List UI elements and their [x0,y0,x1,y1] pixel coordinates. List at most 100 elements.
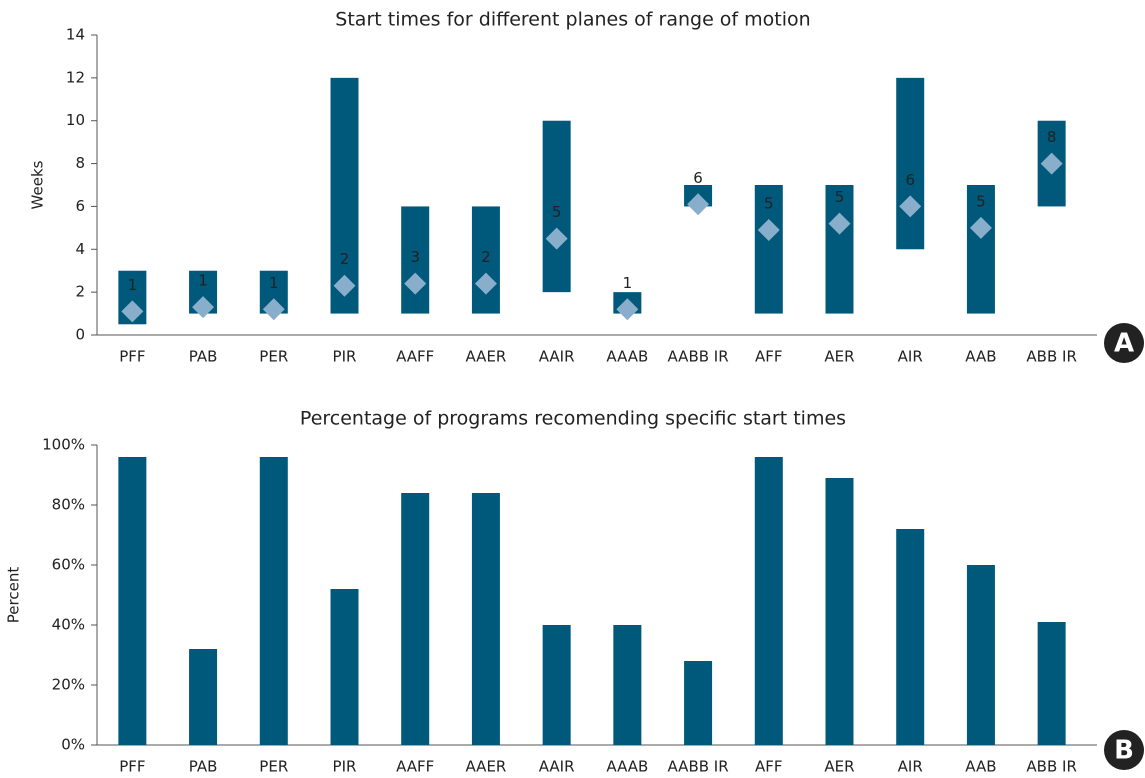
bar [259,457,288,745]
x-tick-label: AAB [965,348,996,366]
bar [118,457,147,745]
bar [613,625,642,745]
mean-marker [1040,152,1063,175]
bar [1037,622,1066,745]
mean-marker [262,298,285,321]
range-bar [542,120,571,293]
data-label: 2 [481,248,491,266]
x-tick-label: AAIR [539,348,575,366]
x-tick-label: AER [824,348,854,366]
y-tick-label: 100% [42,436,85,454]
data-label: 5 [976,192,986,210]
data-label: 2 [340,250,350,268]
data-label: 5 [552,203,562,221]
data-label: 5 [835,188,845,206]
y-tick-label: 10 [66,111,85,129]
data-label: 1 [623,274,633,292]
bar [684,661,713,745]
panel-badge [1104,730,1144,770]
range-bar [754,185,783,314]
x-tick-label: AAAB [606,348,648,366]
x-tick-label: PIR [333,348,357,366]
x-tick-label: PER [259,348,288,366]
y-axis-label: Weeks [29,160,47,209]
range-bar [471,206,500,314]
data-label: 6 [693,169,703,187]
data-label: 1 [128,276,138,294]
x-tick-label: AAFF [396,348,434,366]
x-tick-label: AAIR [539,758,575,776]
bar [542,625,571,745]
bar [189,649,218,745]
x-tick-label: PER [259,758,288,776]
x-tick-label: AIR [898,348,923,366]
x-tick-label: AAER [466,348,507,366]
chart-title: Start times for different planes of rang… [335,9,810,31]
x-tick-label: AAER [466,758,507,776]
range-bar [825,185,854,314]
x-tick-label: AER [824,758,854,776]
x-tick-label: PFF [119,348,145,366]
x-tick-label: PAB [189,758,218,776]
y-tick-label: 2 [75,283,85,301]
bar [754,457,783,745]
mean-marker [969,216,992,239]
data-label: 6 [905,171,915,189]
y-tick-label: 6 [75,197,85,215]
y-tick-label: 14 [66,26,85,44]
mean-marker [545,227,568,250]
x-tick-label: AABB IR [668,758,729,776]
range-bar [966,185,995,314]
range-bar [330,77,359,314]
mean-marker [404,272,427,295]
mean-marker [757,219,780,241]
chart-title: Percentage of programs recomending speci… [300,408,846,430]
x-tick-label: AIR [898,758,923,776]
x-tick-label: PIR [333,758,357,776]
data-label: 1 [198,272,208,290]
mean-marker [192,296,215,319]
mean-marker [687,193,710,216]
y-tick-label: 8 [75,154,85,172]
y-tick-label: 40% [52,616,85,634]
y-tick-label: 20% [52,676,85,694]
x-tick-label: PFF [119,758,145,776]
bar [896,529,925,745]
mean-marker [121,300,144,323]
panel-badge-label: A [1114,329,1134,359]
range-bar [401,206,430,314]
y-tick-label: 4 [75,240,85,258]
x-tick-label: AAFF [396,758,434,776]
mean-marker [474,272,497,295]
panel-badge [1104,323,1144,363]
x-tick-label: AAAB [606,758,648,776]
mean-marker [828,212,851,235]
x-tick-label: AAB [965,758,996,776]
x-tick-label: ABB IR [1026,348,1076,366]
data-label: 3 [410,248,420,266]
mean-marker [333,274,356,297]
bar [471,493,500,745]
x-tick-label: PAB [189,348,218,366]
bar [966,565,995,745]
data-label: 1 [269,274,279,292]
bar [825,478,854,745]
y-axis-label: Percent [5,567,23,624]
data-label: 8 [1047,128,1057,146]
y-tick-label: 12 [66,68,85,86]
y-tick-label: 0% [61,736,85,754]
panel-badge-label: B [1114,736,1134,766]
bar [401,493,430,745]
bar [330,589,359,745]
x-tick-label: AFF [755,348,783,366]
mean-marker [616,298,639,321]
x-tick-label: AABB IR [668,348,729,366]
y-tick-label: 60% [52,556,85,574]
x-tick-label: AFF [755,758,783,776]
range-bar [896,77,925,250]
mean-marker [899,195,922,218]
y-tick-label: 80% [52,496,85,514]
y-tick-label: 0 [75,326,85,344]
x-tick-label: ABB IR [1026,758,1076,776]
